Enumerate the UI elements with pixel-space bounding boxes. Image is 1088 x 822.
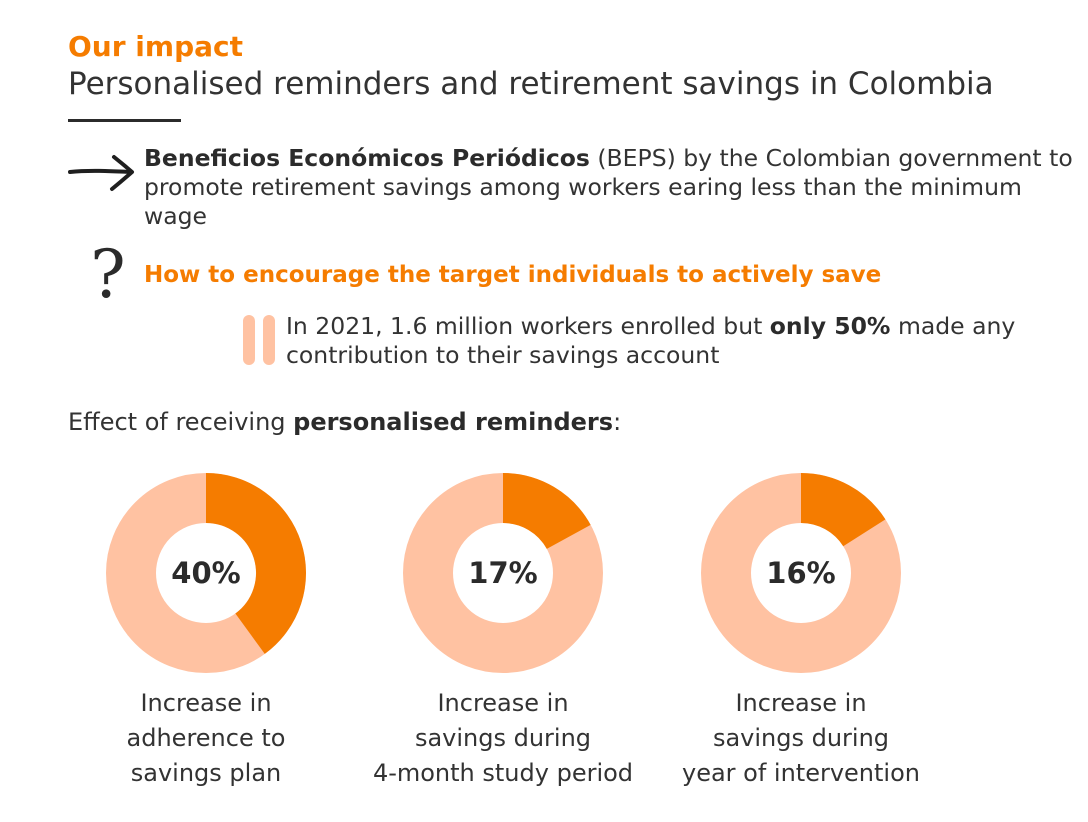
enrollment-fact-emphasis: only 50% [769,312,891,340]
donut-value-arc [501,473,591,550]
caption-line: Increase in [140,689,272,717]
donut-value-label: 16% [766,556,836,590]
donut-svg-intervention-year [701,473,901,673]
donut-caption-adherence: Increase in adherence to savings plan [56,686,356,791]
effect-heading-emphasis: personalised reminders [293,408,614,436]
donut-value-label: 40% [171,556,241,590]
quote-icon [243,315,277,365]
caption-line: Increase in [437,689,569,717]
program-description-text: (BEPS) by the Colombian government to pr… [144,144,1073,230]
page-title: Personalised reminders and retirement sa… [68,66,994,102]
enrollment-fact: In 2021, 1.6 million workers enrolled bu… [286,312,1066,370]
effect-heading-end: : [613,408,622,436]
donut-chart-study-period: 17% [403,473,603,673]
donut-value-arc [204,473,306,654]
donut-value-label: 17% [468,556,538,590]
donut-svg-adherence [106,473,306,673]
arrow-right-icon [68,155,134,191]
caption-line: Increase in [735,689,867,717]
caption-line: savings plan [130,759,282,787]
donut-value-arc [799,473,886,548]
donut-caption-study-period: Increase in savings during 4-month study… [353,686,653,791]
caption-line: adherence to [126,724,286,752]
program-name: Beneficios Económicos Periódicos [144,144,590,172]
caption-line: savings during [414,724,592,752]
page-kicker: Our impact [68,30,243,63]
donut-chart-intervention-year: 16% [701,473,901,673]
enrollment-fact-start: In 2021, 1.6 million workers enrolled bu… [286,312,770,340]
key-question: How to encourage the target individuals … [144,262,882,288]
effect-heading-start: Effect of receiving [68,408,294,436]
caption-line: 4-month study period [372,759,634,787]
title-divider [68,119,181,122]
donut-caption-intervention-year: Increase in savings during year of inter… [651,686,951,791]
enrollment-fact-end: made any contribution to their savings a… [286,312,1016,369]
program-description: Beneficios Económicos Periódicos (BEPS) … [144,144,1074,231]
caption-line: savings during [712,724,890,752]
donut-chart-adherence: 40% [106,473,306,673]
effect-heading: Effect of receiving personalised reminde… [68,408,968,436]
donut-svg-study-period [403,473,603,673]
question-mark-icon: ? [90,236,126,313]
caption-line: year of intervention [681,759,920,787]
